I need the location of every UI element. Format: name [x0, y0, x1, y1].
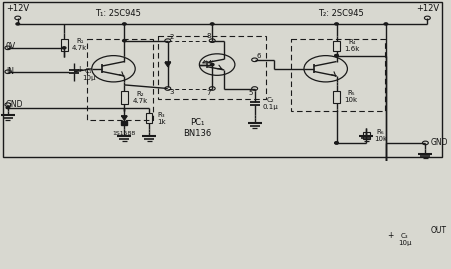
Text: 2: 2 [170, 34, 174, 40]
Polygon shape [165, 62, 171, 67]
Text: T₁: 2SC945: T₁: 2SC945 [96, 9, 141, 18]
Text: C₃
10μ: C₃ 10μ [398, 233, 411, 246]
Circle shape [335, 23, 338, 25]
Bar [333, 41, 340, 51]
Circle shape [384, 23, 388, 25]
Text: GND: GND [430, 139, 448, 147]
Circle shape [335, 142, 338, 144]
Bar [61, 39, 68, 51]
Text: +: + [388, 231, 394, 240]
Text: 3: 3 [170, 89, 174, 95]
Bar [121, 91, 128, 104]
Circle shape [335, 55, 338, 57]
Text: R₄
1.6k: R₄ 1.6k [345, 39, 360, 52]
Text: C₂
0.1μ: C₂ 0.1μ [262, 97, 278, 110]
Text: R₃
1k: R₃ 1k [157, 112, 166, 125]
Text: 6: 6 [256, 53, 261, 59]
Text: GND: GND [6, 100, 23, 109]
Bar [363, 132, 370, 139]
Text: 5: 5 [249, 90, 253, 96]
Circle shape [16, 23, 19, 25]
Text: PC₁
BN136: PC₁ BN136 [183, 118, 212, 138]
Text: +: + [76, 65, 82, 73]
Text: R₆
10k: R₆ 10k [374, 129, 387, 142]
Text: 1S1588: 1S1588 [113, 131, 136, 136]
Circle shape [123, 40, 126, 42]
Text: T₂: 2SC945: T₂: 2SC945 [318, 9, 364, 18]
Circle shape [62, 47, 66, 49]
Text: C₁
10μ: C₁ 10μ [82, 68, 96, 81]
Polygon shape [121, 116, 127, 120]
Text: R₂
4.7k: R₂ 4.7k [132, 91, 147, 104]
Text: 8: 8 [206, 33, 211, 40]
Circle shape [335, 142, 338, 144]
Circle shape [335, 55, 338, 57]
Circle shape [123, 23, 126, 25]
Text: OUT: OUT [430, 226, 446, 235]
Text: +12V: +12V [416, 4, 439, 13]
Circle shape [384, 230, 388, 232]
Bar [146, 113, 152, 123]
Circle shape [211, 23, 214, 25]
Text: R₁
4.7k: R₁ 4.7k [72, 38, 87, 51]
Text: 7: 7 [206, 90, 211, 96]
Bar [333, 91, 340, 103]
Text: R₅
10k: R₅ 10k [345, 90, 358, 103]
Text: 0V: 0V [6, 42, 16, 51]
Circle shape [211, 63, 214, 66]
Bar [121, 121, 127, 125]
Text: +12V: +12V [6, 4, 29, 13]
Text: IN: IN [6, 67, 14, 76]
Circle shape [6, 107, 9, 109]
